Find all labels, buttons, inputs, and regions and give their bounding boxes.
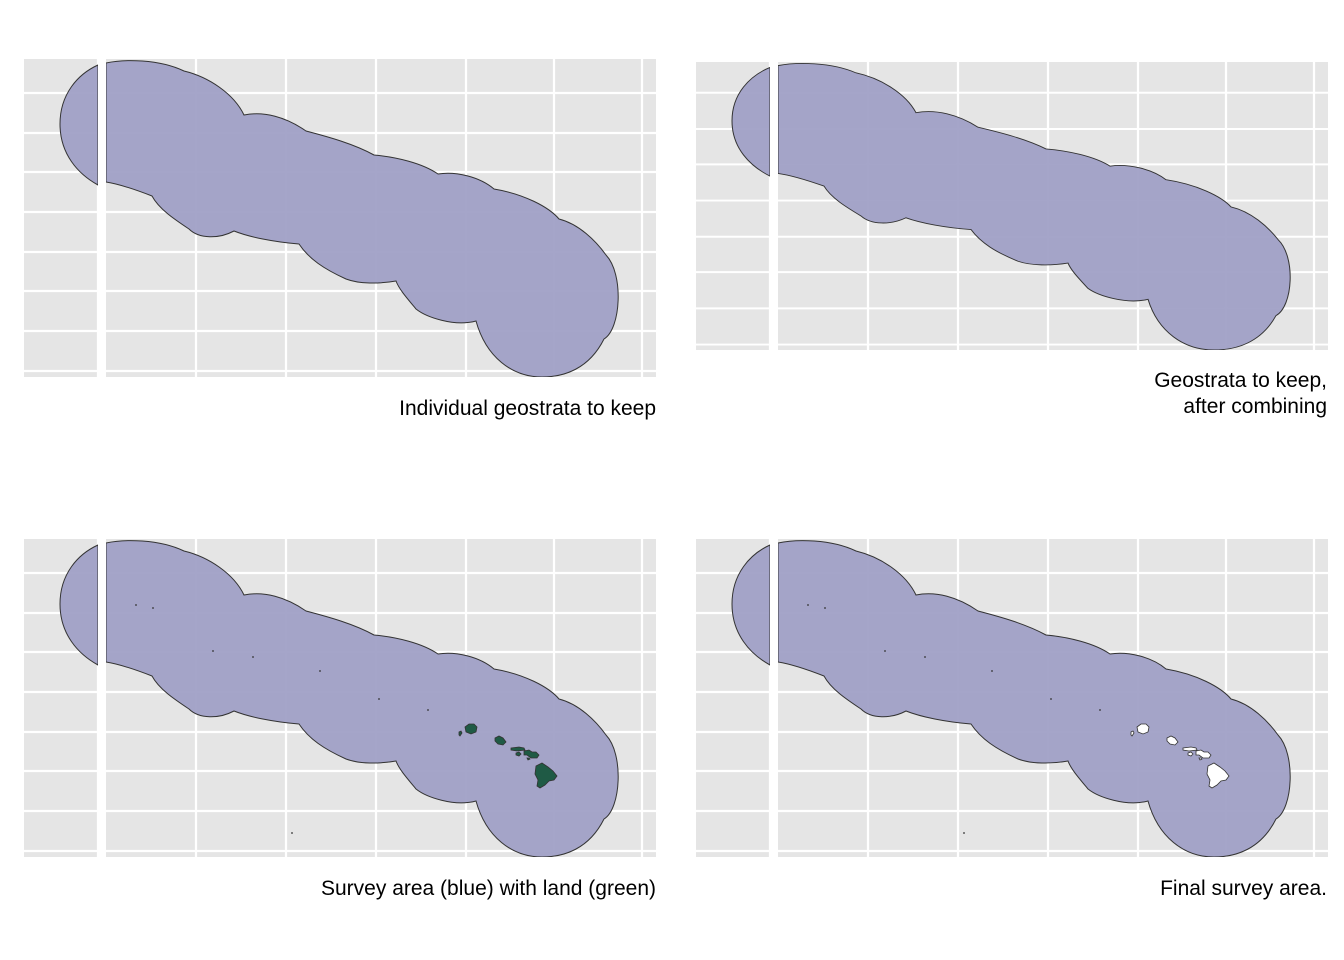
hawaiian-islands-land	[807, 604, 1230, 834]
atoll-marker	[135, 604, 137, 606]
antimeridian-gap	[770, 539, 778, 857]
map-panel-final-survey-area	[696, 539, 1328, 857]
map-svg	[696, 62, 1328, 350]
antimeridian-gap	[98, 59, 106, 377]
panel-caption-with-land: Survey area (blue) with land (green)	[321, 876, 656, 902]
atoll-marker	[1050, 698, 1052, 700]
atoll-marker	[963, 832, 965, 834]
panel-caption-individual: Individual geostrata to keep	[399, 396, 656, 422]
island-shape	[510, 746, 526, 752]
survey-area-polygon	[59, 60, 619, 377]
map-panel-survey-with-land	[24, 539, 656, 857]
atoll-marker	[824, 607, 826, 609]
hawaiian-islands-land	[135, 604, 558, 834]
antimeridian-gap	[770, 62, 778, 350]
survey-area-polygon	[731, 63, 1291, 350]
panel-caption-combined: Geostrata to keep, after combining	[1154, 368, 1327, 420]
atoll-marker	[924, 656, 926, 658]
panel-caption-final: Final survey area.	[1160, 876, 1327, 902]
map-svg	[696, 539, 1328, 857]
island-shape	[464, 723, 478, 735]
atoll-marker	[991, 670, 993, 672]
atoll-marker	[378, 698, 380, 700]
caption-line: Survey area (blue) with land (green)	[321, 877, 656, 900]
atoll-marker	[152, 607, 154, 609]
map-svg	[24, 539, 656, 857]
atoll-marker	[291, 832, 293, 834]
island-shape	[1198, 757, 1203, 761]
atoll-marker	[427, 709, 429, 711]
atoll-marker	[807, 604, 809, 606]
survey-area-polygon	[731, 540, 1291, 857]
island-shape	[526, 757, 531, 761]
map-panel-individual-geostrata	[24, 59, 656, 377]
caption-line: Geostrata to keep,	[1154, 369, 1327, 392]
island-shape	[494, 735, 507, 746]
map-svg	[24, 59, 656, 377]
island-shape	[1136, 723, 1150, 735]
island-shape	[515, 751, 522, 757]
atoll-marker	[1099, 709, 1101, 711]
antimeridian-gap	[98, 539, 106, 857]
island-shape	[1195, 749, 1212, 759]
caption-line: after combining	[1183, 395, 1327, 418]
survey-area-polygon	[59, 540, 619, 857]
caption-line: Final survey area.	[1160, 877, 1327, 900]
atoll-marker	[319, 670, 321, 672]
island-shape	[1182, 746, 1198, 752]
island-shape	[1187, 751, 1194, 757]
atoll-marker	[212, 650, 214, 652]
map-panel-combined-geostrata	[696, 62, 1328, 350]
atoll-marker	[252, 656, 254, 658]
island-shape	[1166, 735, 1179, 746]
island-shape	[458, 730, 463, 737]
island-shape	[534, 762, 558, 789]
island-shape	[1206, 762, 1230, 789]
atoll-marker	[884, 650, 886, 652]
caption-line: Individual geostrata to keep	[399, 397, 656, 420]
island-shape	[523, 749, 540, 759]
island-shape	[1130, 730, 1135, 737]
